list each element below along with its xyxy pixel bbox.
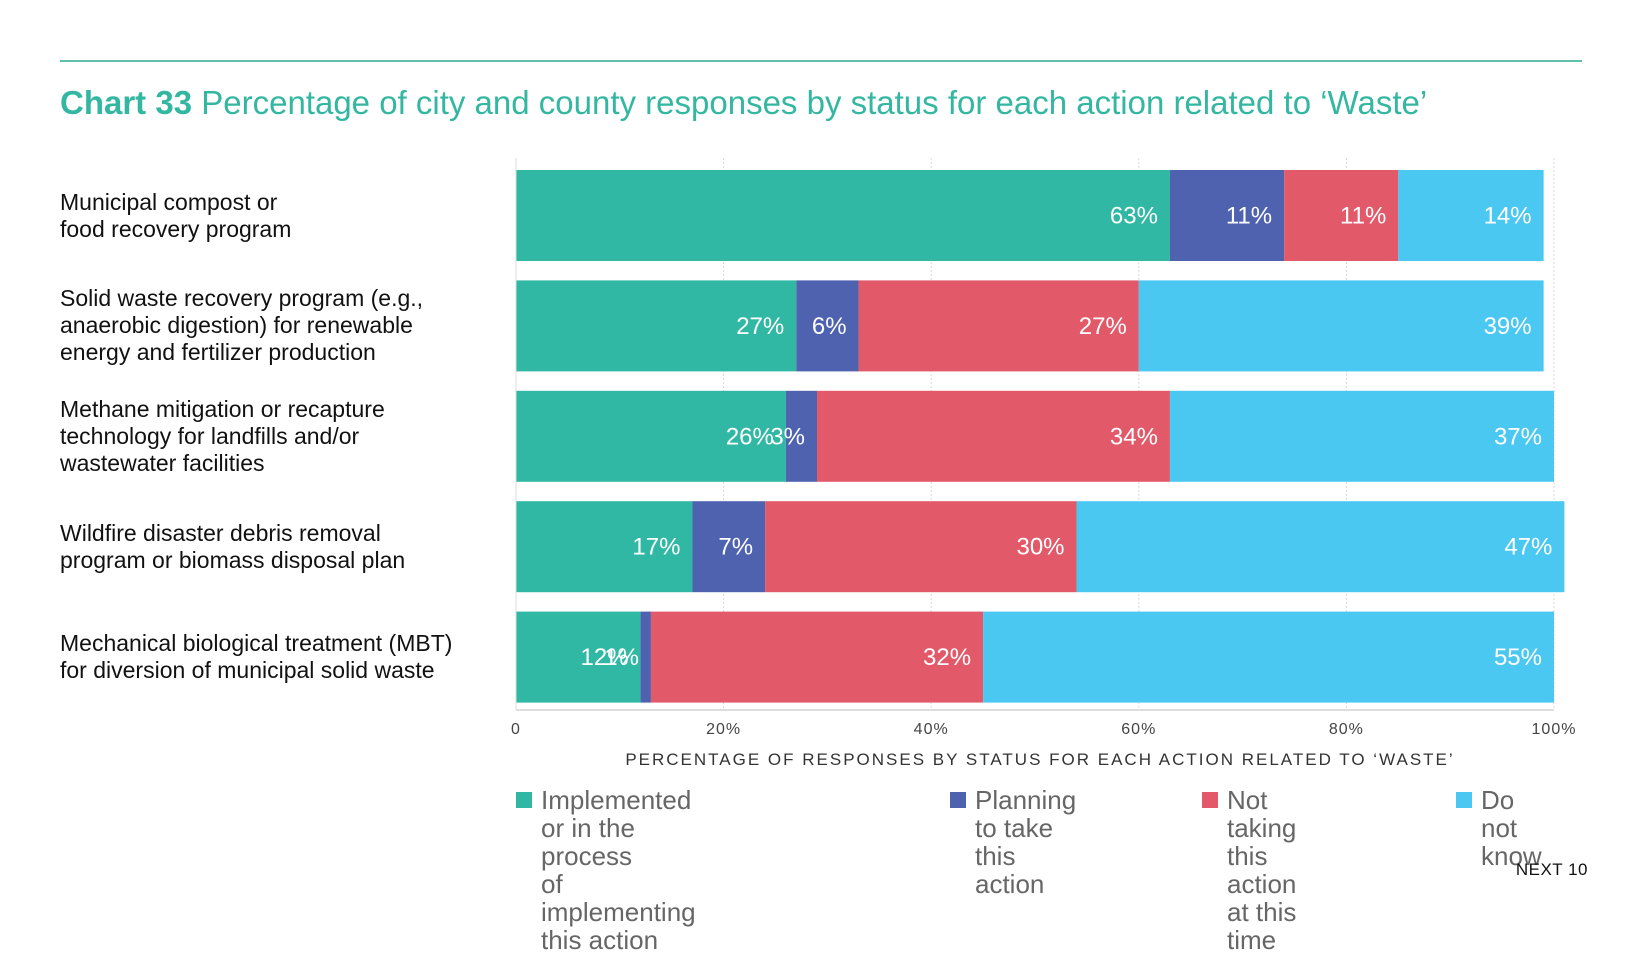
legend-item: Do not know [1456,786,1542,870]
legend-label: Planning to take this action [975,785,1077,899]
legend-label: Do not know [1481,785,1542,871]
bar-segment [692,501,766,593]
data-label: 47% [1504,534,1552,561]
data-label: 12% [581,644,629,671]
data-label: 11% [1226,203,1272,230]
bar-segment [516,390,786,482]
data-label: 63% [1110,203,1158,230]
legend-label: Implemented or in the process of impleme… [541,785,696,955]
data-label: 32% [923,644,971,671]
data-label: 55% [1494,644,1542,671]
bar-segment [1169,390,1554,482]
bar-segment [640,611,651,703]
legend-swatch [516,792,532,808]
data-label: 3% [770,423,805,450]
data-label: 39% [1484,313,1532,340]
legend-item: Implemented or in the process of impleme… [516,786,696,954]
category-label: Solid waste recovery program (e.g., anae… [60,285,424,366]
bar-segment [516,170,1170,261]
stacked-bar-chart: 63% 11% 11% 14% 27% 6% 27% 39% 26%3% 34% 37% 17% 7% 3… [511,158,1577,738]
bar-segment [1076,501,1565,593]
bar-segment [785,390,818,482]
legend-item: Planning to take this action [950,786,1076,898]
chart-title: Chart 33 Percentage of city and county r… [60,84,1427,122]
legend-swatch [1202,792,1218,808]
x-tick-label: 40% [914,721,949,738]
data-label: 26% [726,423,774,450]
bar-segment [650,611,984,703]
bar-segment [1398,170,1544,261]
category-label: Wildfire disaster debris removal program… [60,519,406,573]
bar-segment [858,280,1139,372]
chart-title-text: Percentage of city and county responses … [201,84,1428,121]
legend-swatch [1456,792,1472,808]
data-label: 27% [736,313,784,340]
bar-segment [1169,170,1285,261]
bar-segment [796,280,859,372]
bar-segment [516,280,797,372]
bar-segment [983,611,1554,703]
data-label: 37% [1494,423,1542,450]
x-axis-title: PERCENTAGE OF RESPONSES BY STATUS FOR EA… [625,750,1455,769]
category-label: Municipal compost or food recovery progr… [60,188,292,242]
title-rule [60,60,1582,62]
data-label: 30% [1016,534,1064,561]
bar-segment [1284,170,1399,261]
data-label: 17% [632,534,680,561]
x-tick-label: 20% [706,721,741,738]
chart-number: Chart 33 [60,84,193,121]
bar-segment [765,501,1077,593]
legend-label: Not taking this action at this time [1227,785,1297,955]
data-label: 34% [1110,423,1158,450]
bar-segment [1138,280,1544,372]
legend-item: Not taking this action at this time [1202,786,1296,954]
x-tick-label: 100% [1532,721,1577,738]
bar-segment [817,390,1170,482]
data-label: 7% [718,534,753,561]
data-label: 11% [1340,203,1386,230]
x-tick-label: 80% [1329,721,1364,738]
data-label: 27% [1079,313,1127,340]
data-label: 6% [812,313,847,340]
bar-segment [516,611,641,703]
bar-segment [516,501,693,593]
data-label: 14% [1484,203,1532,230]
x-tick-label: 0 [511,721,521,738]
category-label: Methane mitigation or recapture technolo… [60,395,385,476]
category-label: Mechanical biological treatment (MBT) fo… [60,630,453,684]
data-label: 1% [604,644,639,671]
footer-brand: NEXT 10 [1515,860,1588,879]
x-tick-label: 60% [1121,721,1156,738]
legend-swatch [950,792,966,808]
